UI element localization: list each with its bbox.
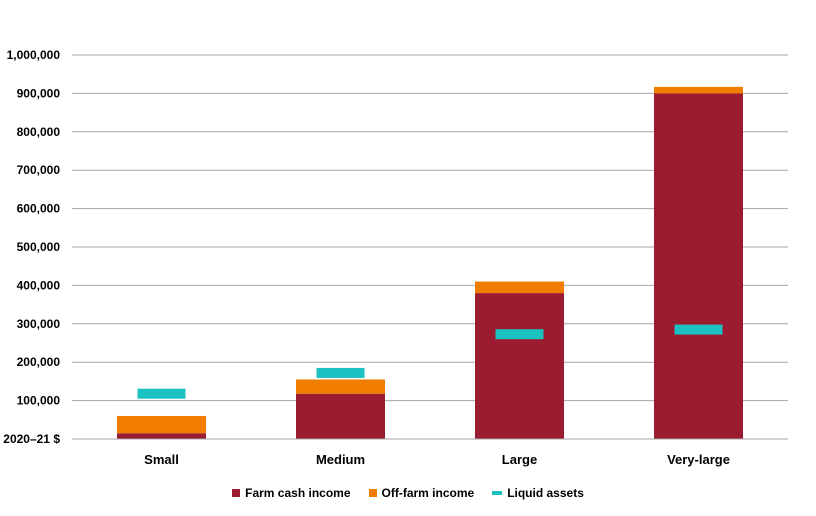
- legend-label: Farm cash income: [245, 486, 351, 500]
- y-axis-tick-labels: 2020–21 $ 100,000 200,000 300,000 400,000 500…: [3, 48, 60, 446]
- y-tick-label: 300,000: [17, 317, 61, 331]
- legend-item-off-farm-income: Off-farm income: [368, 486, 475, 500]
- marker-liquid-assets-large: [495, 329, 544, 340]
- bar-off-farm-income-medium: [296, 379, 385, 394]
- y-tick-label: 900,000: [17, 86, 61, 100]
- legend-item-liquid-assets: Liquid assets: [492, 486, 584, 500]
- y-tick-label: 100,000: [17, 394, 61, 408]
- legend-swatch-farm-cash-income: [232, 489, 241, 497]
- liquid-asset-markers: [137, 324, 723, 399]
- y-tick-label: 500,000: [17, 240, 61, 254]
- legend: Farm cash income Off-farm income Liquid …: [0, 486, 816, 500]
- bar-off-farm-income-very-large: [654, 86, 743, 94]
- bar-farm-cash-income-small: [117, 433, 206, 439]
- y-tick-label: 1,000,000: [7, 48, 61, 62]
- legend-item-farm-cash-income: Farm cash income: [232, 486, 351, 500]
- y-tick-label: 600,000: [17, 202, 61, 216]
- marker-liquid-assets-medium: [316, 367, 365, 378]
- legend-label: Liquid assets: [507, 486, 584, 500]
- marker-liquid-assets-very-large: [674, 324, 723, 335]
- chart: 2020–21 $ 100,000 200,000 300,000 400,000 500…: [3, 48, 788, 467]
- bar-farm-cash-income-large: [475, 293, 564, 439]
- bars: [117, 86, 743, 440]
- bar-farm-cash-income-very-large: [654, 93, 743, 440]
- bar-off-farm-income-large: [475, 281, 564, 294]
- x-axis-category-labels: Small Medium Large Very-large: [144, 452, 730, 467]
- y-axis-unit-label: 2020–21 $: [3, 432, 60, 446]
- x-category-label: Very-large: [667, 452, 730, 467]
- bar-off-farm-income-small: [117, 415, 206, 434]
- y-tick-label: 700,000: [17, 163, 61, 177]
- legend-swatch-liquid-assets: [492, 491, 503, 495]
- y-tick-label: 800,000: [17, 125, 61, 139]
- x-category-label: Large: [502, 452, 537, 467]
- y-tick-label: 400,000: [17, 278, 61, 292]
- marker-liquid-assets-small: [137, 388, 186, 399]
- bar-farm-cash-income-medium: [296, 393, 385, 439]
- legend-swatch-off-farm-income: [368, 489, 377, 497]
- y-tick-label: 200,000: [17, 355, 61, 369]
- legend-label: Off-farm income: [381, 486, 475, 500]
- gridlines: [72, 54, 788, 402]
- x-category-label: Medium: [316, 452, 365, 467]
- x-category-label: Small: [144, 452, 179, 467]
